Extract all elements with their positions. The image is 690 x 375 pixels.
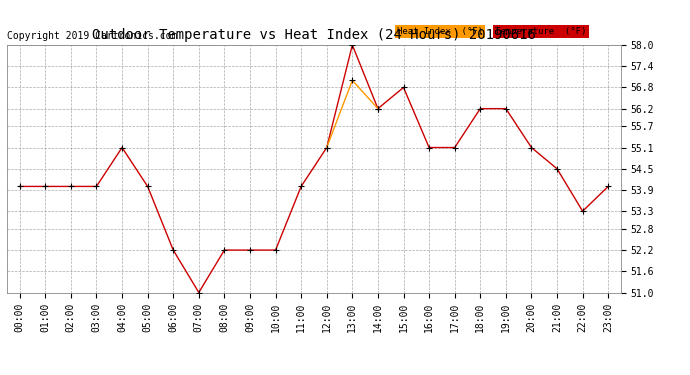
Text: Temperature  (°F): Temperature (°F) <box>495 27 586 36</box>
Text: Heat Index  (°F): Heat Index (°F) <box>397 27 483 36</box>
Text: Copyright 2019 Cartronics.com: Copyright 2019 Cartronics.com <box>7 32 177 41</box>
Title: Outdoor Temperature vs Heat Index (24 Hours) 20190616: Outdoor Temperature vs Heat Index (24 Ho… <box>92 28 536 42</box>
